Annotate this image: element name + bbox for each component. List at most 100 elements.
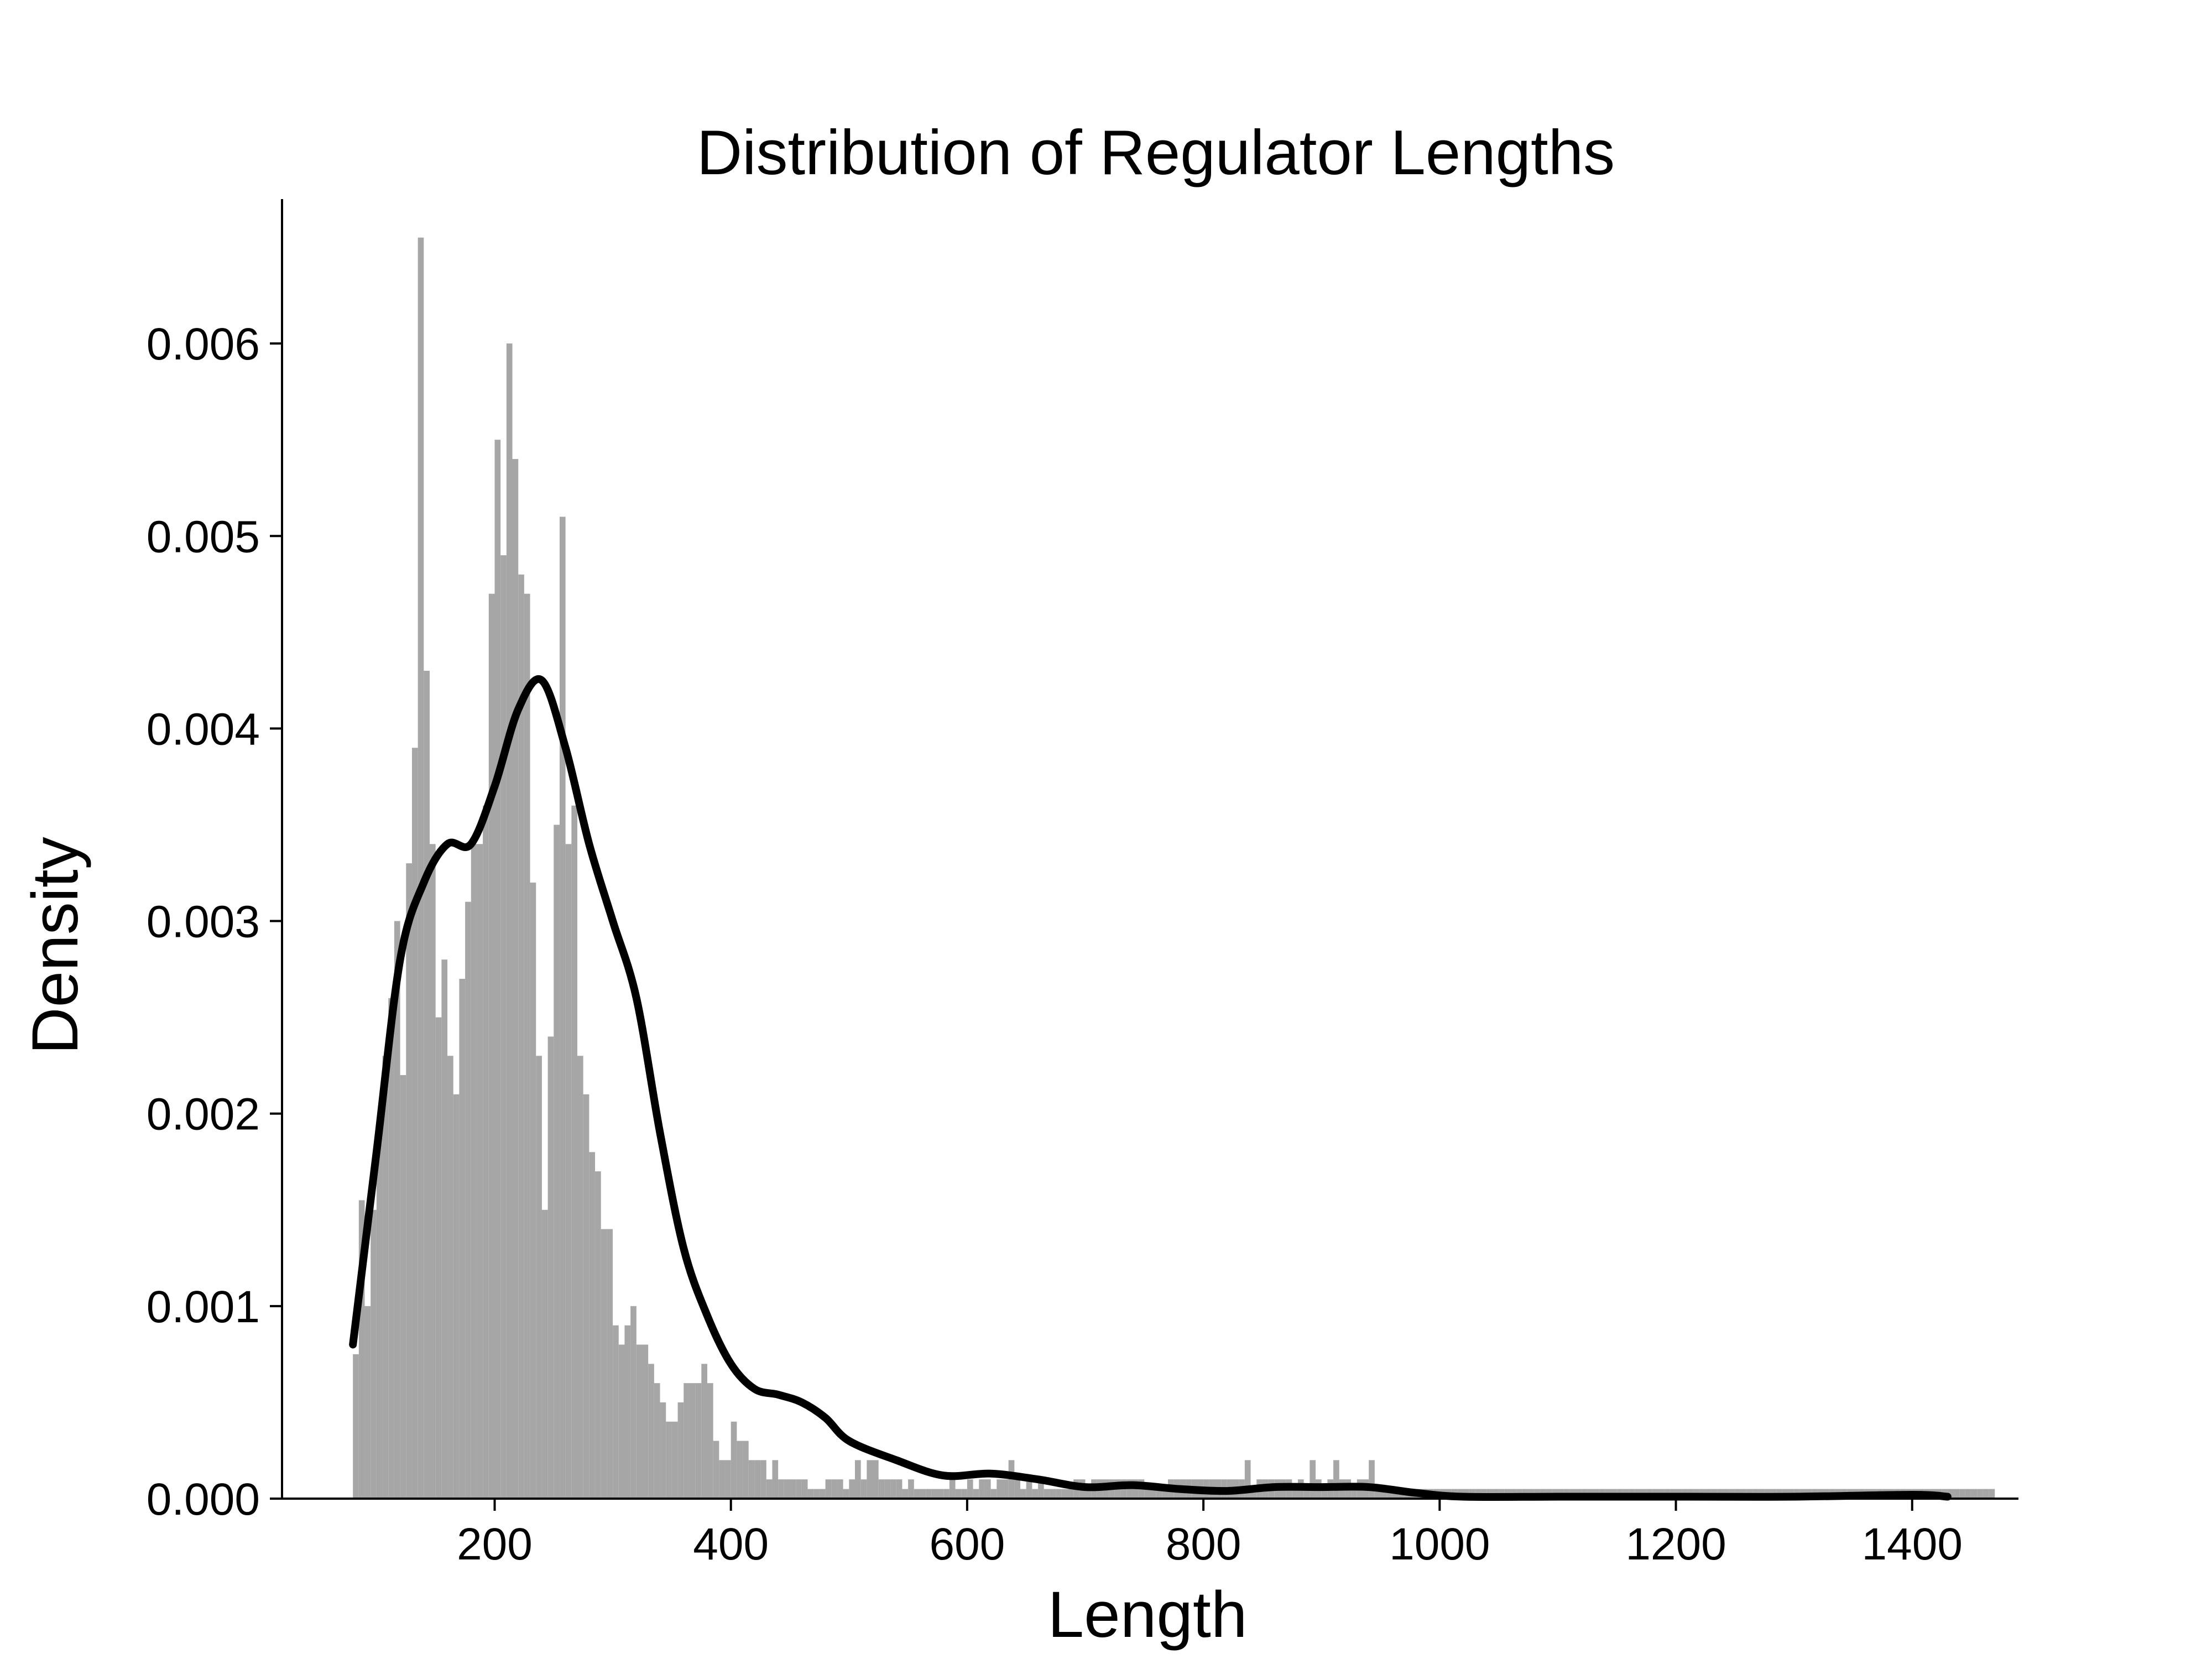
histogram-bar [854,1460,861,1499]
histogram-bar [1947,1489,1954,1499]
histogram-bar [483,805,489,1499]
histogram-bar [1983,1489,1989,1499]
histogram-bar [807,1489,814,1499]
histogram-bar [949,1479,956,1499]
histogram-bar [642,1344,649,1499]
histogram-bar [376,1133,383,1499]
histogram-bar [801,1479,808,1499]
histogram-bar [731,1421,737,1499]
histogram-bar [424,670,430,1499]
histogram-bar [1959,1489,1965,1499]
histogram-bar [1292,1489,1298,1499]
histogram-bar [1369,1460,1375,1499]
histogram-bar [873,1460,879,1499]
histogram-bar [967,1479,973,1499]
histogram-bar [554,825,560,1499]
histogram-bar [754,1460,761,1499]
histogram-bar [595,1171,601,1499]
histogram-bar [636,1344,643,1499]
histogram-bar [984,1479,991,1499]
histogram-bar [607,1229,613,1499]
histogram-bar [878,1479,885,1499]
histogram-bar [748,1460,755,1499]
histogram-bar [577,1056,583,1499]
histogram-bar [1061,1489,1068,1499]
histogram-bar [1032,1489,1039,1499]
histogram-bar [707,1383,713,1499]
histogram-bar [565,844,572,1499]
histogram-bar [695,1383,702,1499]
y-tick-label: 0.004 [147,704,260,754]
histogram-bar [813,1489,820,1499]
histogram-bar [825,1479,832,1499]
histogram-bar [418,237,424,1499]
histogram-bar [353,1354,359,1499]
histogram-bar [979,1479,985,1499]
histogram-bar [1971,1489,1978,1499]
histogram-bar [943,1489,950,1499]
histogram-bar [477,844,483,1499]
histogram-bar [1162,1489,1168,1499]
histogram-bar [896,1479,902,1499]
histogram-bar [536,1056,542,1499]
histogram-bar [1989,1489,1995,1499]
histogram-bar [902,1489,909,1499]
histogram-bar [796,1479,802,1499]
histogram-bar [997,1479,1003,1499]
histogram-bar [1244,1460,1251,1499]
histogram-bar [1026,1479,1032,1499]
histogram-bar [884,1479,891,1499]
histogram-bar [512,459,519,1499]
histogram-bar [358,1200,365,1499]
histogram-bar [1333,1460,1339,1499]
histogram-bar [571,805,578,1499]
histogram-bar [766,1479,773,1499]
histogram-bar [890,1479,896,1499]
histogram-bar [382,1056,389,1499]
y-axis-title: Density [19,837,92,1054]
histogram-bar [666,1421,672,1499]
histogram-bar [1321,1489,1328,1499]
histogram-bar [908,1479,914,1499]
histogram-bar [914,1489,920,1499]
histogram-bar [618,1344,625,1499]
histogram-bar [973,1489,979,1499]
histogram-bar [961,1489,967,1499]
histogram-bar [1386,1489,1392,1499]
histogram-bar [411,748,418,1499]
x-tick-label: 200 [457,1519,533,1569]
histogram-bar [684,1383,690,1499]
histogram-bar [547,1036,554,1499]
y-tick-label: 0.005 [147,512,260,562]
histogram-bar [743,1441,749,1499]
histogram-bar [1085,1489,1092,1499]
histogram-bar [494,440,501,1499]
histogram-bar [860,1479,867,1499]
histogram-bar [837,1479,843,1499]
histogram-bar [660,1402,666,1499]
histogram-bar [819,1489,826,1499]
histogram-bar [1156,1489,1162,1499]
x-tick-label: 1200 [1625,1519,1726,1569]
histogram-bar [671,1421,678,1499]
histogram-bar [931,1489,938,1499]
histogram-bar [1250,1489,1257,1499]
histogram-bar [453,1094,460,1499]
histogram-bar [648,1364,654,1499]
histogram-bar [849,1479,855,1499]
histogram-bar [920,1489,926,1499]
histogram-bar [388,998,394,1499]
x-tick-label: 1000 [1389,1519,1490,1569]
histogram-bar [500,555,507,1499]
histogram-bar [1977,1489,1983,1499]
histogram-bar [1020,1489,1026,1499]
axes: 200 400 600 800 1000 1200 1400 0.000 0.001 0.002 0… [147,199,2018,1569]
histogram-bar [488,593,495,1499]
histogram-bar [990,1489,997,1499]
x-axis-title: Length [1048,1578,1248,1651]
histogram-bar [465,901,471,1499]
histogram-bar [677,1402,684,1499]
histogram-bar [506,343,513,1499]
histogram-bar [737,1441,743,1499]
